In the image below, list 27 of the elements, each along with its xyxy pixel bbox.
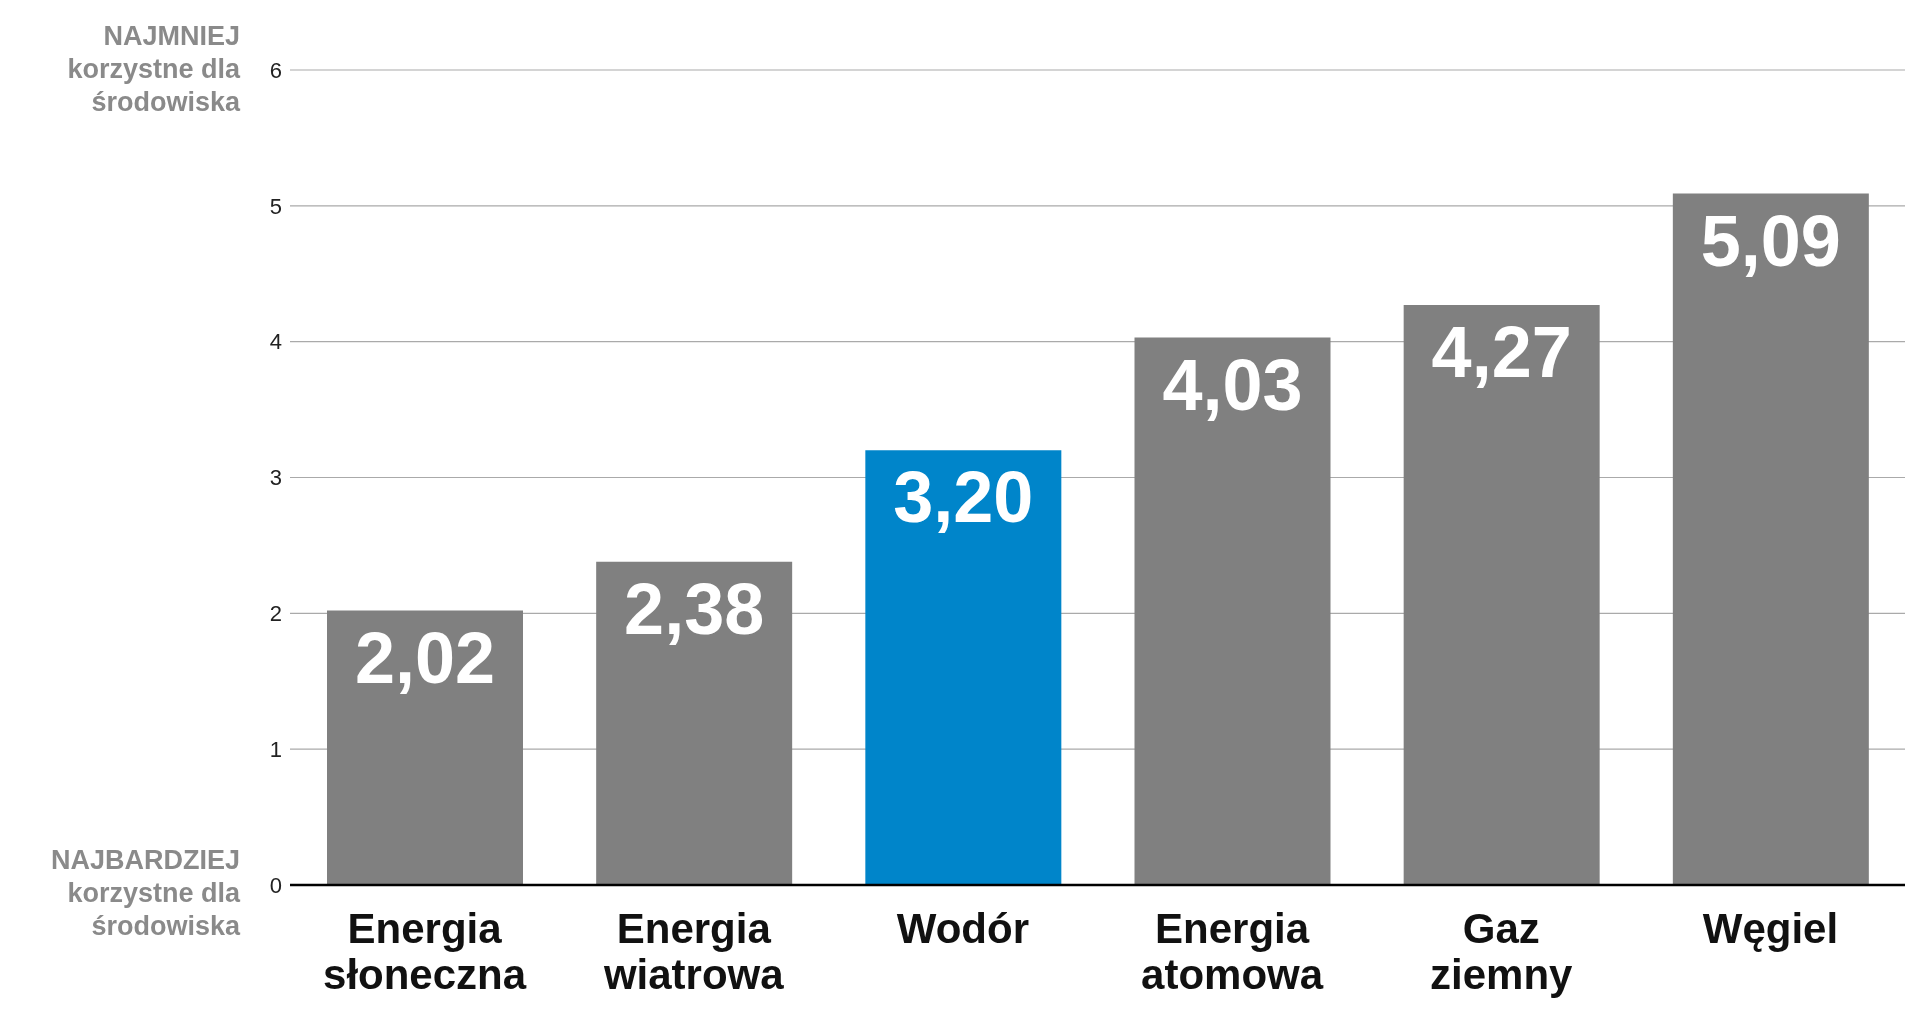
y-tick-label: 5 xyxy=(269,193,282,219)
bar xyxy=(327,610,523,885)
y-tick-label: 6 xyxy=(269,57,282,83)
data-label: 3,20 xyxy=(893,457,1034,538)
bar xyxy=(1134,337,1331,885)
data-label: 4,27 xyxy=(1431,311,1572,392)
data-label: 4,03 xyxy=(1162,344,1303,425)
data-label: 2,38 xyxy=(624,568,765,649)
data-label: 2,02 xyxy=(354,617,496,698)
y-tick-label: 2 xyxy=(269,601,282,627)
text: NAJMNIEJ korzystne dla środowiska xyxy=(67,20,240,119)
x-tick-label: Gaz ziemny xyxy=(1430,905,1574,998)
bar xyxy=(865,450,1062,885)
text: NAJBARDZIEJ korzystne dla środowiska xyxy=(50,844,240,943)
x-tick-label: Wodór xyxy=(896,905,1030,952)
y-tick-label: 0 xyxy=(269,872,282,898)
bar xyxy=(1403,304,1600,885)
bar xyxy=(1672,193,1869,885)
data-label: 5,09 xyxy=(1700,200,1841,281)
y-tick-label: 1 xyxy=(269,736,282,762)
x-tick-label: Energia słoneczna xyxy=(323,905,527,998)
x-tick-label: Energia wiatrowa xyxy=(602,905,785,998)
x-tick-label: Energia atomowa xyxy=(1141,905,1324,998)
y-tick-label: 4 xyxy=(269,329,282,355)
x-tick-label: Węgiel xyxy=(1702,905,1839,952)
y-tick-label: 3 xyxy=(269,465,282,491)
bar xyxy=(596,561,793,885)
